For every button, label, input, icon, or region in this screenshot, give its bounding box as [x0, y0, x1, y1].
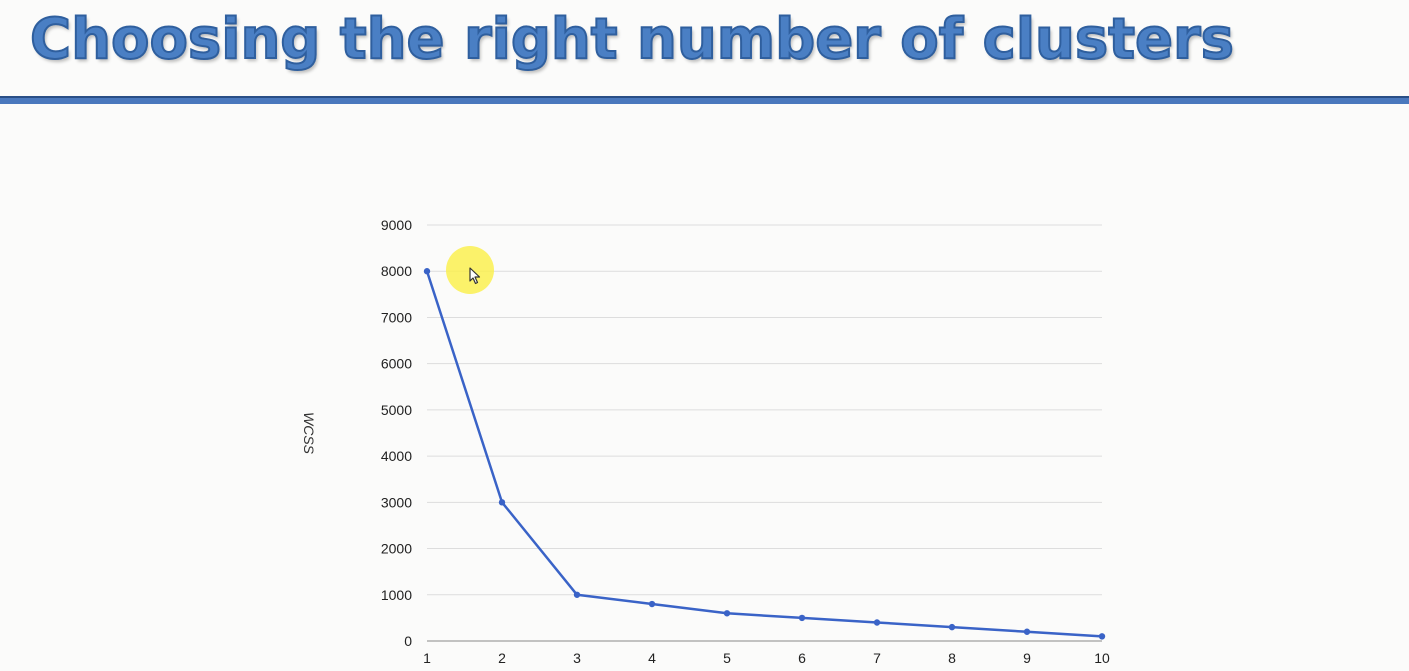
y-tick-label: 1000	[381, 587, 412, 603]
data-point	[798, 614, 806, 622]
y-axis-label: WCSS	[301, 412, 317, 455]
data-point	[873, 619, 881, 626]
data-point	[948, 623, 956, 631]
x-tick-label: 2	[498, 650, 506, 666]
data-point	[1098, 633, 1106, 640]
x-tick-label: 7	[873, 650, 881, 666]
y-tick-label: 0	[404, 633, 412, 649]
y-tick-label: 8000	[381, 263, 412, 279]
data-point	[573, 591, 581, 598]
y-tick-label: 3000	[381, 494, 412, 510]
x-tick-label: 5	[723, 650, 731, 666]
x-tick-label: 6	[798, 650, 806, 666]
x-tick-label: 4	[648, 650, 656, 666]
title-underline-dark	[0, 96, 1409, 98]
x-tick-label: 8	[948, 650, 956, 666]
x-tick-label: 3	[573, 650, 581, 666]
data-point	[723, 610, 731, 617]
x-tick-label: 1	[423, 650, 431, 666]
x-tick-labels: 1 2 3 4 5 6 7 8 9 10	[423, 650, 1110, 666]
y-tick-label: 9000	[381, 217, 412, 233]
y-tick-label: 6000	[381, 356, 412, 372]
x-tick-label: 10	[1094, 650, 1110, 666]
data-point	[648, 600, 656, 608]
gridlines	[427, 224, 1102, 642]
series-line	[425, 270, 1103, 638]
y-tick-label: 7000	[381, 309, 412, 325]
slide-title: Choosing the right number of clusters	[29, 6, 1235, 73]
y-tick-label: 4000	[381, 448, 412, 464]
y-tick-label: 2000	[381, 541, 412, 557]
mouse-pointer-icon	[469, 267, 481, 285]
y-tick-label: 5000	[381, 402, 412, 418]
y-tick-labels: 0 1000 2000 3000 4000 5000 6000 7000 8000 9000	[381, 217, 412, 649]
data-point	[1023, 628, 1031, 635]
data-point	[498, 499, 506, 506]
title-underline	[0, 98, 1409, 104]
x-tick-label: 9	[1023, 650, 1031, 666]
data-point	[423, 268, 431, 275]
data-points	[423, 268, 1106, 640]
